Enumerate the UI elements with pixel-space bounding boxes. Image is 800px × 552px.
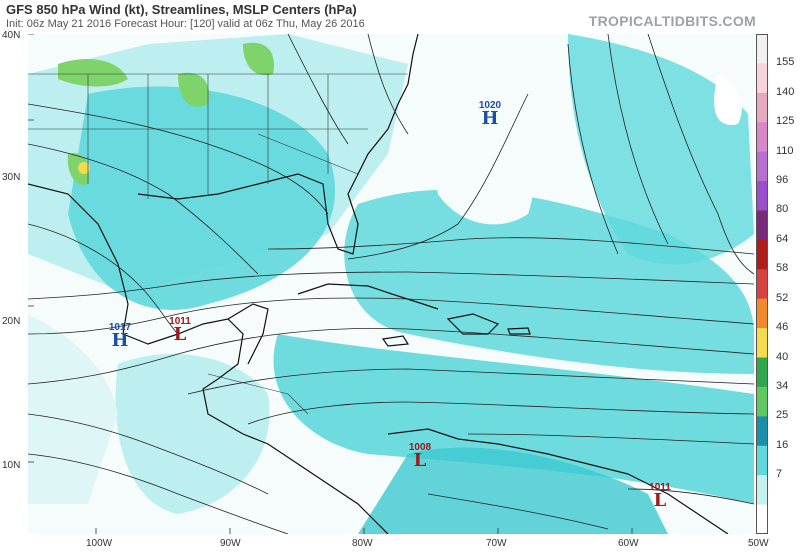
colorbar-segment <box>756 210 768 241</box>
colorbar-segment <box>756 416 768 447</box>
colorbar-segment <box>756 298 768 329</box>
lon-label-80w: 80W <box>352 538 373 549</box>
colorbar-segment <box>756 269 768 300</box>
lon-label-50w: 50W <box>748 538 769 549</box>
wind-map-graphic <box>28 34 754 534</box>
wind-speed-colorbar <box>756 34 768 534</box>
colorbar-segment <box>756 504 768 534</box>
colorbar-label: 16 <box>776 438 789 451</box>
pressure-value: 1011 <box>169 316 191 327</box>
wind-map: 1020 H 1017 H 1011 L 1008 L 1011 L <box>28 34 754 534</box>
colorbar-segment <box>756 357 768 388</box>
colorbar-segment <box>756 122 768 153</box>
pressure-value: 1017 <box>108 322 132 333</box>
colorbar-label: 140 <box>776 85 795 98</box>
lon-label-100w: 100W <box>86 538 113 549</box>
lat-label-10n: 10N <box>2 460 21 471</box>
colorbar-segment <box>756 63 768 94</box>
colorbar-segment <box>756 34 768 64</box>
pressure-symbol: L <box>173 324 187 345</box>
colorbar-label: 80 <box>776 203 789 216</box>
colorbar-label: 64 <box>776 232 789 245</box>
colorbar-label: 7 <box>776 468 783 481</box>
map-title: GFS 850 hPa Wind (kt), Streamlines, MSLP… <box>6 2 357 17</box>
colorbar-label: 155 <box>776 56 795 69</box>
colorbar-segment <box>756 445 768 476</box>
colorbar-label: 46 <box>776 321 789 334</box>
pressure-symbol: L <box>413 450 427 471</box>
colorbar-label: 96 <box>776 174 789 187</box>
colorbar-segment <box>756 239 768 270</box>
lon-label-70w: 70W <box>486 538 507 549</box>
high-pressure-center-1020: 1020 H <box>470 100 510 129</box>
pressure-symbol: H <box>111 330 129 351</box>
lat-label-40n: 40N <box>2 30 21 41</box>
lat-label-30n: 30N <box>2 172 21 183</box>
low-pressure-center-1008: 1008 L <box>400 442 440 471</box>
pressure-value: 1020 <box>478 100 502 111</box>
colorbar-label: 110 <box>776 144 794 157</box>
pressure-symbol: L <box>653 490 667 511</box>
pressure-value: 1011 <box>649 482 671 493</box>
low-pressure-center-1011-atlantic: 1011 L <box>640 482 680 511</box>
pressure-symbol: H <box>481 108 499 129</box>
lon-label-90w: 90W <box>220 538 241 549</box>
colorbar-label: 52 <box>776 291 789 304</box>
colorbar-frame <box>756 34 768 534</box>
colorbar-segment <box>756 386 768 417</box>
colorbar-label: 58 <box>776 262 789 275</box>
colorbar-segment <box>756 92 768 123</box>
colorbar-label: 25 <box>776 409 789 422</box>
colorbar-label: 34 <box>776 379 789 392</box>
colorbar-label: 125 <box>776 115 795 128</box>
colorbar-segment <box>756 181 768 211</box>
low-pressure-center-1011-gulf: 1011 L <box>160 316 200 345</box>
map-subtitle: Init: 06z May 21 2016 Forecast Hour: [12… <box>6 18 365 30</box>
colorbar-segment <box>756 151 768 182</box>
pressure-value: 1008 <box>408 442 432 453</box>
colorbar-segment <box>756 328 768 359</box>
high-pressure-center-1017: 1017 H <box>100 322 140 351</box>
lon-label-60w: 60W <box>618 538 639 549</box>
lat-label-20n: 20N <box>2 316 21 327</box>
site-watermark: TROPICALTIDBITS.COM <box>588 13 756 29</box>
colorbar-label: 40 <box>776 350 789 363</box>
colorbar-segment <box>756 475 768 506</box>
map-header: GFS 850 hPa Wind (kt), Streamlines, MSLP… <box>0 0 800 34</box>
